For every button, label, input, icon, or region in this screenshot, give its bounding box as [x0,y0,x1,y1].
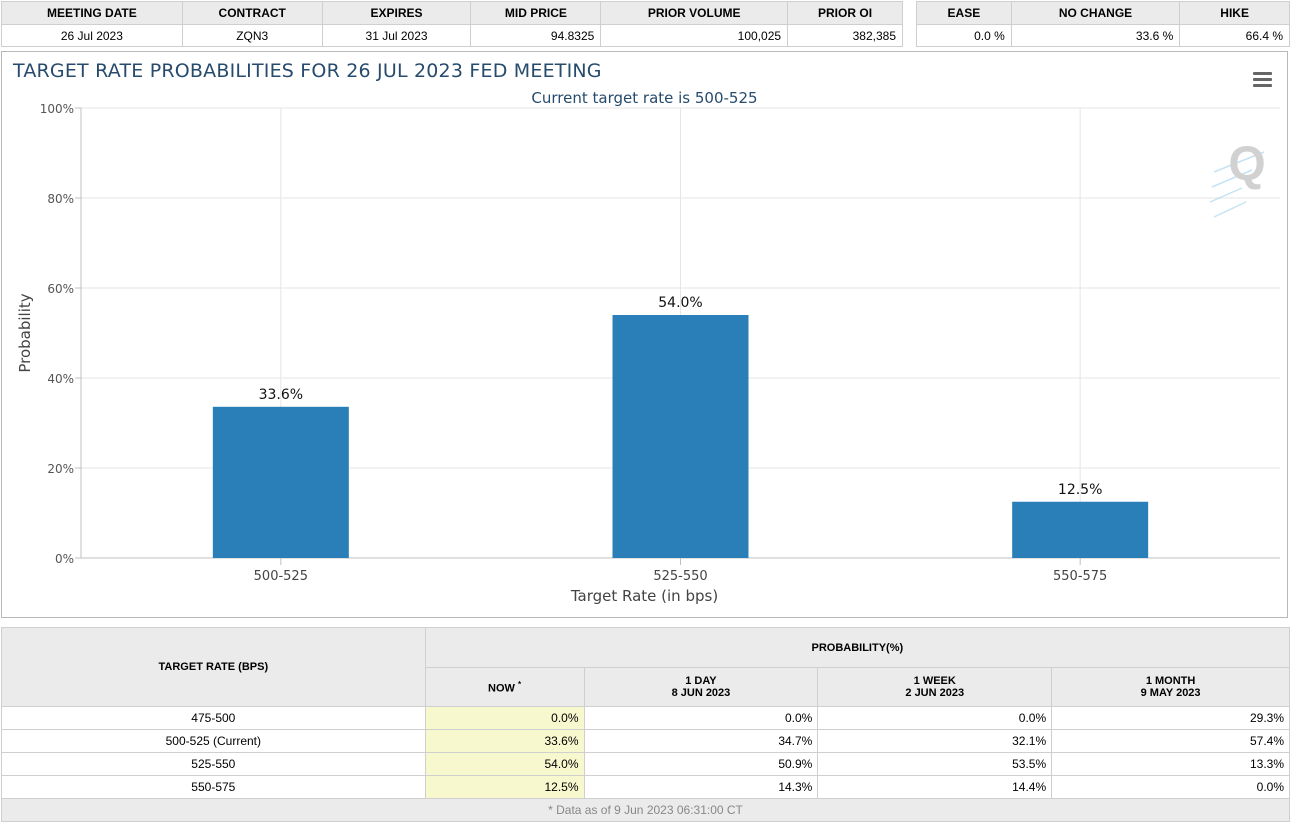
one-week-header: 1 WEEK 2 JUN 2023 [817,667,1053,707]
no-change-value: 33.6 % [1010,24,1181,47]
one-day-date: 8 JUN 2023 [671,687,731,699]
probability-subheader-row: NOW * 1 DAY 8 JUN 2023 1 WEEK 2 JUN 2023 1… [2,667,1290,707]
one-week-cell: 14.4% [817,775,1053,799]
outcome-table: EASE NO CHANGE HIKE 0.0 % 33.6 % 66.4 % [916,1,1290,47]
one-month-cell: 13.3% [1051,752,1290,776]
meeting-info-header-row: MEETING DATE CONTRACT EXPIRES MID PRICE … [1,1,903,25]
one-day-label: 1 DAY [685,675,717,687]
probability-header-row: TARGET RATE (BPS) PROBABILITY(%) [1,627,1291,707]
one-week-label: 1 WEEK [913,675,956,687]
outcome-header-row: EASE NO CHANGE HIKE [916,1,1290,25]
meeting-info-table: MEETING DATE CONTRACT EXPIRES MID PRICE … [1,1,903,47]
meeting-info-value-row: 26 Jul 2023 ZQN3 31 Jul 2023 94.8325 100… [1,24,903,47]
bar-500-525 [212,406,349,558]
target-rate-header: TARGET RATE (BPS) [1,627,426,707]
watermark-letter: Q [1228,138,1265,191]
y-tick-label: 0% [55,552,74,566]
now-asterisk: * [518,679,522,689]
bar-525-550 [612,315,749,558]
now-cell: 12.5% [424,775,585,799]
prior-oi-value: 382,385 [787,24,903,47]
no-change-header: NO CHANGE [1010,1,1181,25]
y-tick-label: 20% [47,462,74,476]
one-week-cell: 32.1% [817,729,1053,753]
meeting-date-header: MEETING DATE [1,1,183,25]
mid-price-header: MID PRICE [470,1,602,25]
table-row: 500-525 (Current) 33.6% 34.7% 32.1% 57.4… [1,729,1290,753]
chart-subtitle: Current target rate is 500-525 [531,89,757,107]
x-tick-label: 550-575 [1053,569,1107,584]
one-day-header: 1 DAY 8 JUN 2023 [583,667,819,707]
prior-volume-header: PRIOR VOLUME [600,1,789,25]
ease-value: 0.0 % [916,24,1012,47]
watermark-stroke [1213,201,1247,218]
probability-table: TARGET RATE (BPS) PROBABILITY(%) NOW * 1… [1,627,1291,822]
one-month-header: 1 MONTH 9 MAY 2023 [1051,667,1290,707]
now-cell: 0.0% [424,706,585,730]
y-tick-label: 40% [47,372,74,386]
contract-value: ZQN3 [181,24,323,47]
chart-panel: 0% 20% 40% 60% 80% 100% 33.6% 500-525 54.0% 525-5… [1,51,1288,618]
table-row: 550-575 12.5% 14.3% 14.4% 0.0% [1,775,1290,799]
rate-cell: 500-525 (Current) [1,729,426,753]
one-week-cell: 0.0% [817,706,1053,730]
one-week-cell: 53.5% [817,752,1053,776]
hike-header: HIKE [1179,1,1290,25]
one-month-label: 1 MONTH [1145,675,1196,687]
x-tick-label: 525-550 [653,569,707,584]
now-header: NOW * [424,667,585,707]
x-axis-title: Target Rate (in bps) [570,587,718,605]
outcome-value-row: 0.0 % 33.6 % 66.4 % [916,24,1290,47]
now-cell: 33.6% [424,729,585,753]
one-month-cell: 0.0% [1051,775,1290,799]
data-timestamp: * Data as of 9 Jun 2023 06:31:00 CT [1,798,1290,822]
x-tick-label: 500-525 [254,569,308,584]
ease-header: EASE [916,1,1012,25]
data-label: 54.0% [658,295,702,311]
watermark-stroke [1211,169,1253,188]
y-axis-title: Probability [16,293,34,372]
footnote-row: * Data as of 9 Jun 2023 06:31:00 CT [1,798,1290,822]
data-label: 33.6% [259,387,303,403]
watermark-stroke [1209,187,1243,203]
rate-cell: 550-575 [1,775,426,799]
one-month-date: 9 MAY 2023 [1140,687,1201,699]
chart-menu-icon[interactable] [1253,72,1272,87]
one-day-cell: 0.0% [583,706,819,730]
data-label: 12.5% [1058,482,1102,498]
table-row: 475-500 0.0% 0.0% 0.0% 29.3% [1,706,1290,730]
one-day-cell: 14.3% [583,775,819,799]
one-month-cell: 57.4% [1051,729,1290,753]
prior-volume-value: 100,025 [600,24,789,47]
meeting-date-value: 26 Jul 2023 [1,24,183,47]
hike-value: 66.4 % [1179,24,1290,47]
bar-550-575 [1012,501,1149,558]
prior-oi-header: PRIOR OI [787,1,903,25]
now-cell: 54.0% [424,752,585,776]
now-label: NOW [488,682,515,695]
y-tick-label: 60% [47,282,74,296]
one-day-cell: 34.7% [583,729,819,753]
one-month-cell: 29.3% [1051,706,1290,730]
watermark-stroke [1213,151,1265,173]
probability-chart: 0% 20% 40% 60% 80% 100% 33.6% 500-525 54.0% 525-5… [16,89,1280,605]
one-week-date: 2 JUN 2023 [905,687,965,699]
probability-header: PROBABILITY(%) [424,627,1291,668]
y-tick-label: 100% [40,102,74,116]
one-day-cell: 50.9% [583,752,819,776]
table-row: 525-550 54.0% 50.9% 53.5% 13.3% [1,752,1290,776]
expires-value: 31 Jul 2023 [321,24,472,47]
mid-price-value: 94.8325 [470,24,602,47]
rate-cell: 525-550 [1,752,426,776]
expires-header: EXPIRES [321,1,472,25]
y-tick-label: 80% [47,192,74,206]
watermark-logo: Q [1209,138,1266,218]
chart-title: TARGET RATE PROBABILITIES FOR 26 JUL 202… [13,60,602,82]
rate-cell: 475-500 [1,706,426,730]
contract-header: CONTRACT [181,1,323,25]
